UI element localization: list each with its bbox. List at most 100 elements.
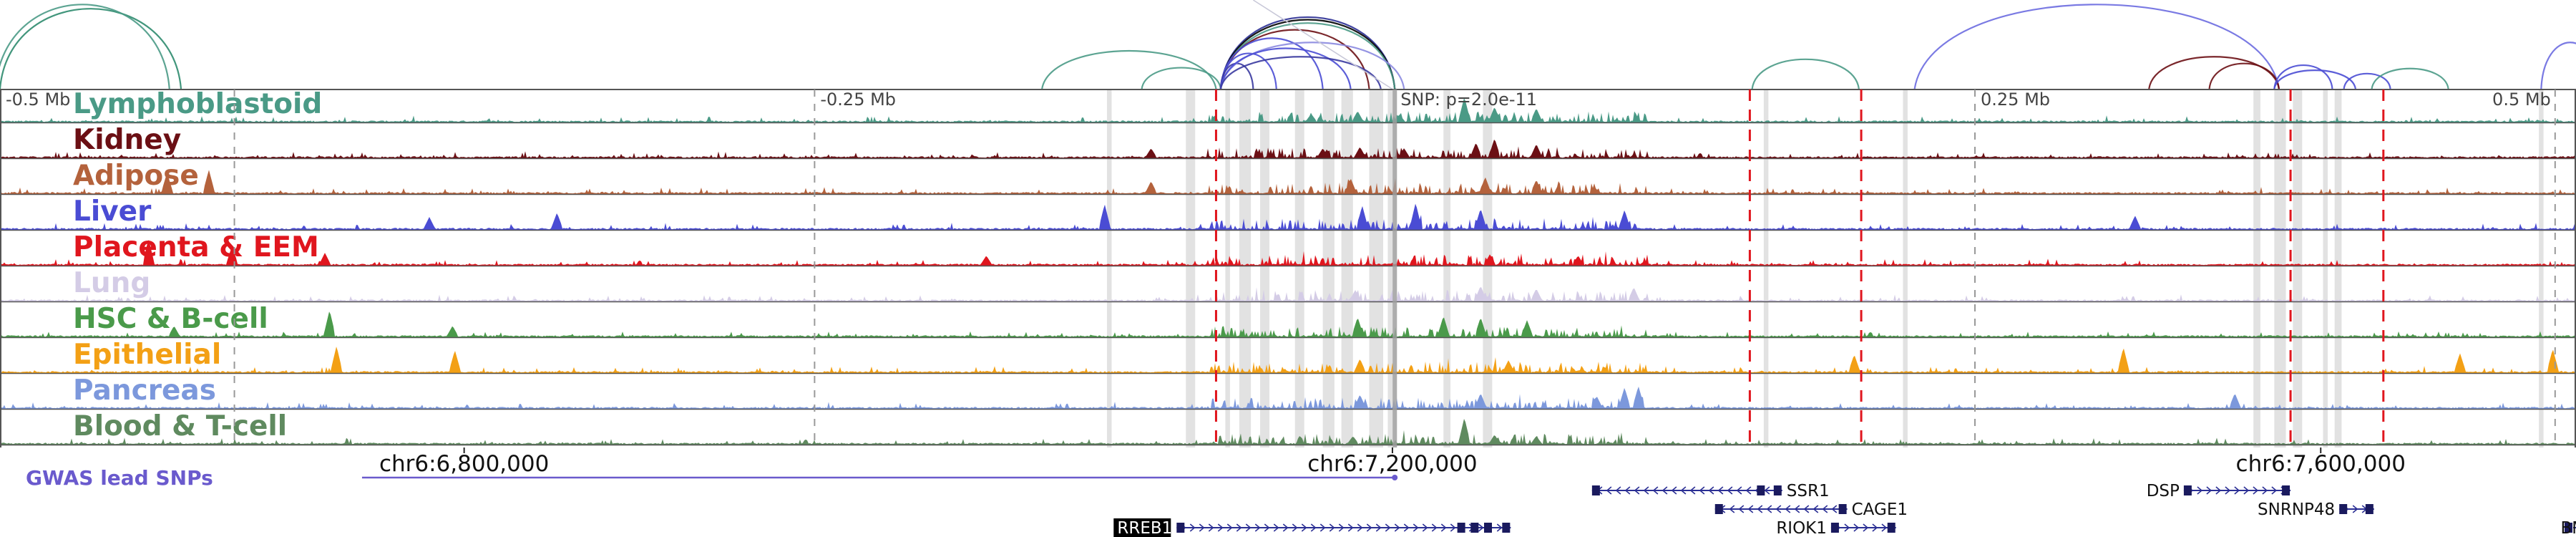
track-signal-1 bbox=[0, 140, 2576, 158]
highlight-band-0 bbox=[1107, 90, 1112, 448]
track-signal-8 bbox=[0, 386, 2576, 409]
gene-strand-arrow bbox=[1301, 523, 1307, 532]
highlight-band-12 bbox=[1763, 90, 1769, 448]
loop-arc-15 bbox=[1913, 4, 2280, 90]
gene-strand-arrow bbox=[1738, 505, 1745, 513]
chromatin-loops-layer bbox=[0, 0, 2576, 90]
gene-strand-arrow bbox=[2197, 486, 2203, 495]
track-label-7: Epithelial bbox=[73, 339, 221, 371]
gene-cage1: CAGE1 bbox=[1714, 500, 1908, 519]
gene-strand-arrow bbox=[1736, 486, 1742, 495]
gene-exon bbox=[1757, 485, 1765, 495]
gene-strand-arrow bbox=[1347, 523, 1354, 532]
gene-exon bbox=[1714, 504, 1723, 514]
loop-arc-13 bbox=[1219, 56, 1382, 90]
gwas-label: GWAS lead SNPs bbox=[26, 466, 213, 490]
highlight-band-7 bbox=[1341, 90, 1353, 448]
gene-strand-arrow bbox=[1189, 523, 1196, 532]
highlight-band-9 bbox=[1443, 90, 1451, 448]
gene-strand-arrow bbox=[1624, 486, 1631, 495]
gene-strand-arrow bbox=[1689, 486, 1696, 495]
gene-strand-arrow bbox=[1794, 505, 1800, 513]
gene-strand-arrow bbox=[1680, 486, 1687, 495]
loop-arc-1 bbox=[0, 4, 170, 90]
highlight-band-13 bbox=[1903, 90, 1908, 448]
gene-strand-arrow bbox=[1254, 523, 1261, 532]
gene-label: RREB1 bbox=[1117, 519, 1172, 537]
gene-strand-arrow bbox=[1745, 486, 1752, 495]
gene-exon bbox=[1887, 523, 1896, 533]
gene-strand-arrow bbox=[1671, 486, 1677, 495]
highlight-band-3 bbox=[1239, 90, 1252, 448]
gene-strand-arrow bbox=[1615, 486, 1621, 495]
loop-arc-18 bbox=[2273, 64, 2333, 90]
gene-strand-arrow bbox=[2352, 505, 2358, 513]
gene-bmp6: BMP6 bbox=[2561, 519, 2576, 537]
loop-arc-0 bbox=[0, 8, 182, 90]
gene-strand-arrow bbox=[1292, 523, 1298, 532]
gene-strand-arrow bbox=[2253, 486, 2259, 495]
gene-strand-arrow bbox=[1757, 505, 1763, 513]
coordinate-label-1: chr6:7,200,000 bbox=[1307, 451, 1477, 477]
gene-strand-arrow bbox=[1775, 505, 1782, 513]
coordinate-axis-layer: -0.5 Mb -0.25 Mb 0.25 Mb 0.5 Mb SNP: p=2.0e-… bbox=[6, 90, 2556, 490]
loop-arc-14 bbox=[1751, 58, 1860, 90]
gene-exon bbox=[1470, 523, 1479, 533]
gene-strand-arrow bbox=[1273, 523, 1279, 532]
gene-label: DSP bbox=[2147, 482, 2180, 500]
gene-strand-arrow bbox=[2243, 486, 2250, 495]
track-signal-5 bbox=[0, 286, 2576, 301]
gene-strand-arrow bbox=[1766, 505, 1772, 513]
gene-strand-arrow bbox=[1872, 523, 1878, 532]
gene-ssr1: SSR1 bbox=[1591, 482, 1830, 500]
gene-strand-arrow bbox=[1803, 505, 1810, 513]
gene-snrnp48: SNRNP48 bbox=[2258, 500, 2374, 519]
gwas-snp-point bbox=[1392, 475, 1398, 480]
gene-exon bbox=[2565, 523, 2572, 533]
gene-exon bbox=[1176, 523, 1185, 533]
gene-strand-arrow bbox=[1717, 486, 1724, 495]
highlight-band-14 bbox=[2253, 90, 2260, 448]
gene-exon bbox=[1591, 485, 1600, 495]
highlight-band-5 bbox=[1294, 90, 1304, 448]
gene-strand-arrow bbox=[2234, 486, 2240, 495]
gene-strand-arrow bbox=[1652, 486, 1659, 495]
gene-strand-arrow bbox=[1245, 523, 1252, 532]
highlight-band-18 bbox=[2334, 90, 2342, 448]
gene-exon bbox=[1773, 485, 1782, 495]
gene-strand-arrow bbox=[1863, 523, 1869, 532]
gene-label: BMP6 bbox=[2561, 519, 2576, 537]
track-signal-0 bbox=[0, 97, 2576, 122]
gene-exon bbox=[2183, 485, 2192, 495]
track-signal-4 bbox=[0, 239, 2576, 266]
gene-strand-arrow bbox=[1310, 523, 1317, 532]
gene-strand-arrow bbox=[1708, 486, 1714, 495]
highlight-band-10 bbox=[1483, 90, 1493, 448]
genes-layer: SSR1 CAGE1 RIOK1 RREB1 DSP SNRNP48 BMP6 bbox=[1113, 482, 2576, 537]
gene-strand-arrow bbox=[1217, 523, 1224, 532]
gene-exon bbox=[2282, 485, 2290, 495]
track-signal-2 bbox=[0, 170, 2576, 194]
gene-exon bbox=[2339, 504, 2348, 514]
gene-strand-arrow bbox=[1385, 523, 1391, 532]
track-label-3: Liver bbox=[73, 195, 152, 228]
loop-arc-21 bbox=[2371, 67, 2449, 90]
gene-strand-arrow bbox=[1413, 523, 1419, 532]
gene-strand-arrow bbox=[1853, 523, 1860, 532]
highlight-band-15 bbox=[2274, 90, 2286, 448]
gene-strand-arrow bbox=[1643, 486, 1649, 495]
gene-strand-arrow bbox=[1357, 523, 1363, 532]
gene-label: CAGE1 bbox=[1852, 500, 1908, 519]
gene-strand-arrow bbox=[1844, 523, 1850, 532]
gene-strand-arrow bbox=[1764, 486, 1770, 495]
gene-label: SSR1 bbox=[1787, 482, 1830, 500]
highlight-band-19 bbox=[2539, 90, 2544, 448]
gene-strand-arrow bbox=[2271, 486, 2278, 495]
gene-strand-arrow bbox=[1606, 486, 1612, 495]
track-label-0: Lymphoblastoid bbox=[73, 88, 322, 120]
gene-strand-arrow bbox=[1822, 505, 1828, 513]
gene-strand-arrow bbox=[1422, 523, 1428, 532]
highlight-band-6 bbox=[1322, 90, 1335, 448]
gene-exon bbox=[1502, 523, 1511, 533]
